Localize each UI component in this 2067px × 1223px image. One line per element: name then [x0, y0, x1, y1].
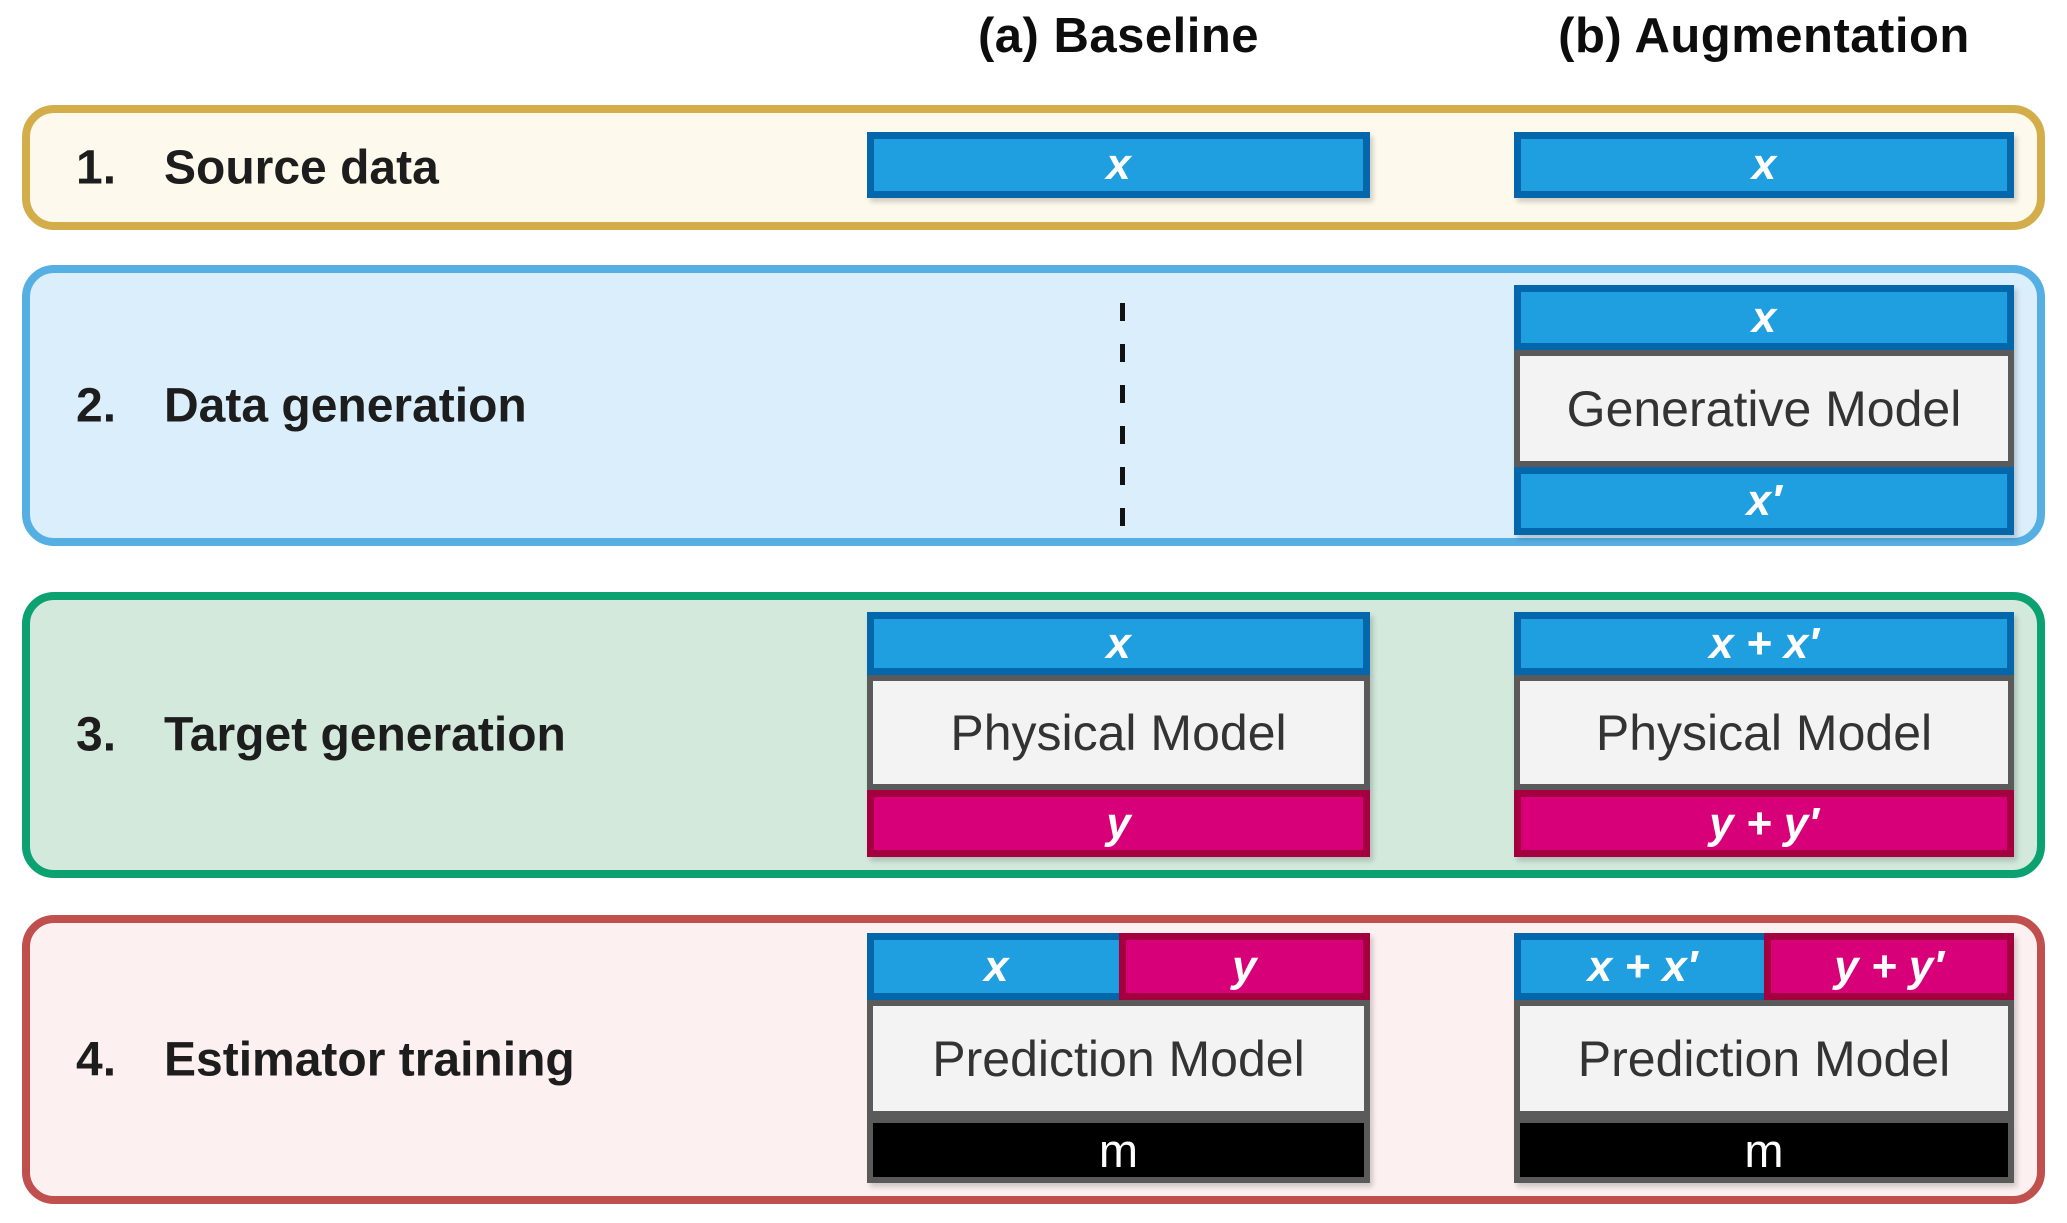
augmentation-training-y-half: y + y′: [1764, 933, 2014, 1000]
baseline-training-y-half: y: [1118, 933, 1370, 1000]
baseline-physical-model-box: Physical Model: [867, 675, 1370, 790]
augmentation-gen-output-bar: x′: [1514, 467, 2014, 535]
augmentation-physical-output-bar: y + y′: [1514, 790, 2014, 857]
baseline-source-x-bar: x: [867, 132, 1370, 198]
row-number: 4.: [76, 1033, 117, 1086]
column-header-augmentation: (b) Augmentation: [1558, 9, 1970, 63]
augmentation-trained-estimator-bar: m: [1514, 1117, 2014, 1183]
row-label-target-generation: 3. Target generation: [76, 708, 566, 763]
baseline-skip-dashed-line: [1120, 303, 1125, 536]
generative-model-box: Generative Model: [1514, 350, 2014, 467]
augmentation-prediction-model-box: Prediction Model: [1514, 1000, 2014, 1117]
row-title: Source data: [164, 141, 439, 194]
row-title: Data generation: [164, 379, 527, 432]
baseline-training-input-splitbar: x y: [867, 933, 1370, 1000]
baseline-physical-input-bar: x: [867, 612, 1370, 675]
row-label-data-generation: 2. Data generation: [76, 378, 527, 433]
baseline-physical-output-bar: y: [867, 790, 1370, 857]
baseline-prediction-model-box: Prediction Model: [867, 1000, 1370, 1117]
baseline-trained-estimator-bar: m: [867, 1117, 1370, 1183]
augmentation-training-x-half: x + x′: [1514, 933, 1764, 1000]
augmentation-source-x-bar: x: [1514, 132, 2014, 198]
row-title: Estimator training: [164, 1033, 575, 1086]
augmentation-training-input-splitbar: x + x′ y + y′: [1514, 933, 2014, 1000]
row-number: 3.: [76, 708, 117, 762]
augmentation-physical-input-bar: x + x′: [1514, 612, 2014, 675]
row-label-source-data: 1. Source data: [76, 140, 439, 195]
augmentation-physical-model-box: Physical Model: [1514, 675, 2014, 790]
row-number: 1.: [76, 141, 117, 194]
baseline-training-x-half: x: [867, 933, 1119, 1000]
augmentation-gen-input-bar: x: [1514, 285, 2014, 350]
column-header-baseline: (a) Baseline: [977, 9, 1260, 63]
row-label-estimator-training: 4. Estimator training: [76, 1032, 575, 1087]
row-number: 2.: [76, 379, 117, 432]
row-title: Target generation: [164, 708, 566, 762]
